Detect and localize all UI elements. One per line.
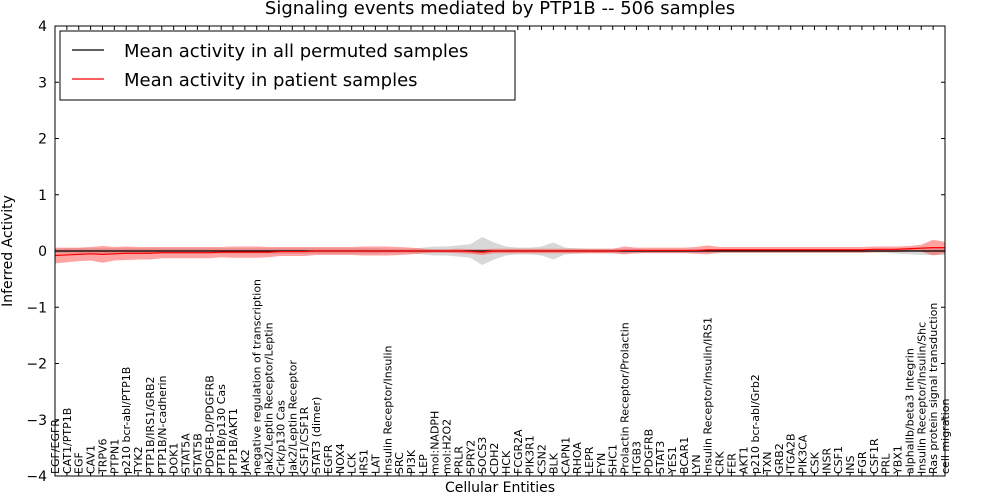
x-tick-label: Insulin Receptor/Insulin/IRS1 [702, 317, 715, 474]
y-axis-label: Inferred Activity [0, 195, 16, 307]
x-tick-label: PTP1B/p130 Cas [215, 384, 228, 474]
x-tick-label: EGFR [322, 444, 335, 474]
y-tick-label: 2 [38, 132, 47, 148]
x-tick-label: PIK3R1 [524, 435, 537, 474]
x-tick-label: CSF1R [868, 438, 881, 474]
x-tick-label: SHC1 [607, 444, 620, 474]
x-tick-label: mol:NADPH [429, 411, 442, 474]
x-tick-label: BCAR1 [678, 437, 691, 474]
x-tick-label: Crk/p130 Cas [274, 400, 287, 474]
x-tick-label: Jak2/Leptin Receptor [286, 360, 299, 475]
x-tick-label: STAT3 [654, 441, 667, 474]
y-tick-label: 4 [38, 19, 47, 35]
y-tick-label: 0 [38, 244, 47, 260]
x-tick-label: FYN [595, 453, 608, 474]
x-tick-label: CDH2 [488, 443, 501, 474]
legend: Mean activity in all permuted samples Me… [59, 30, 516, 101]
y-tick-label: 3 [38, 75, 47, 91]
x-tick-label: SOCS3 [476, 437, 489, 474]
x-tick-label: FCGR2A [512, 429, 525, 474]
x-axis-label: Cellular Entities [445, 480, 555, 496]
x-tick-label: Insulin Receptor/Insulin [381, 345, 394, 474]
x-tick-label: CSF1 [832, 446, 845, 474]
x-tick-label: GRB2 [773, 443, 786, 474]
x-tick-label: cell migration [939, 398, 952, 474]
x-tick-label: LYN [690, 454, 703, 474]
x-tick-label: negative regulation of transcription [251, 279, 264, 474]
x-tick-label: EGF [73, 452, 86, 474]
x-tick-label: INS [844, 456, 857, 474]
x-tick-label: PTP1B/N-cadherin [156, 375, 169, 474]
x-tick-label: Ras protein signal transduction [927, 303, 940, 474]
x-tick-label: CSN2 [536, 444, 549, 474]
x-tick-label: TRPV6 [96, 438, 109, 475]
legend-label-patient: Mean activity in patient samples [124, 70, 418, 91]
x-tick-label: CSK [808, 451, 821, 474]
x-tick-label: STAT5B [191, 433, 204, 474]
x-tick-label: p210 bcr-abl/Grb2 [749, 374, 762, 474]
x-tick-label: EGF/EGFR [49, 419, 62, 474]
x-tick-label: NOX4 [334, 443, 347, 474]
x-tick-label: FGR [856, 451, 869, 474]
legend-box [59, 30, 516, 101]
y-tick-label: −3 [26, 413, 47, 429]
x-tick-label: JAK2 [239, 449, 252, 475]
x-tick-label: ITGB3 [630, 441, 643, 474]
x-tick-label: FER [725, 453, 738, 474]
x-tick-label: PRL [880, 453, 893, 474]
x-tick-label: TXN [761, 452, 774, 475]
x-tick-label: PRLR [452, 446, 465, 474]
x-tick-label: LAT [369, 454, 382, 474]
x-tick-label: p210 bcr-abl/PTP1B [120, 367, 133, 474]
x-tick-label: mol:H2O2 [441, 419, 454, 474]
x-tick-label: alphaIIb/beta3 Integrin [903, 348, 916, 474]
legend-label-permuted: Mean activity in all permuted samples [124, 41, 468, 62]
x-tick-label: YES1 [666, 446, 679, 475]
chart-title: Signaling events mediated by PTP1B -- 50… [265, 0, 735, 19]
x-tick-label: PDGFRB [642, 429, 655, 474]
x-axis-category-labels: EGF/EGFRCAT1/PTP1BEGFCAV1TRPV6PTPN1p210 … [49, 279, 952, 475]
x-tick-label: IRS1 [358, 449, 371, 474]
x-tick-label: Insulin Receptor/Insulin/Shc [915, 322, 928, 474]
series-line-patient [54, 247, 945, 257]
x-tick-label: CAV1 [85, 445, 98, 474]
x-tick-label: INSR [820, 448, 833, 474]
x-tick-label: DOK1 [168, 443, 181, 474]
x-tick-label: RHOA [571, 442, 584, 474]
x-tick-label: YBX1 [892, 445, 905, 475]
x-tick-label: PI3K [405, 449, 418, 474]
x-tick-label: PTP1B/IRS1/GRB2 [144, 376, 157, 474]
x-tick-label: STAT5A [180, 433, 193, 474]
x-tick-label: BLK [547, 452, 560, 474]
x-tick-label: CAT1/PTP1B [61, 408, 74, 474]
y-tick-label: −1 [26, 300, 47, 316]
x-tick-label: AKT1 [737, 446, 750, 474]
x-tick-label: CSF1/CSF1R [298, 406, 311, 474]
x-tick-label: PDGFB-D/PDGFRB [203, 375, 216, 474]
y-axis-ticks: −4 −3 −2 −1 0 1 2 3 4 [26, 19, 945, 485]
y-tick-label: −2 [26, 357, 47, 373]
x-axis-ticks [54, 26, 946, 476]
x-tick-label: Prolactin Receptor/Prolactin [619, 322, 632, 474]
y-tick-label: −4 [26, 469, 47, 485]
x-tick-label: PTP1B/AKT1 [227, 408, 240, 474]
x-tick-label: LCK [346, 452, 359, 474]
x-tick-label: LEPR [583, 446, 596, 474]
x-tick-label: LEP [417, 454, 430, 474]
x-tick-label: CAPN1 [559, 437, 572, 474]
x-tick-label: SPRY2 [464, 440, 477, 474]
x-tick-label: PTPN1 [108, 439, 121, 474]
x-tick-label: CRK [714, 451, 727, 474]
y-tick-label: 1 [38, 188, 47, 204]
x-tick-label: SRC [393, 452, 406, 474]
x-tick-label: TYK2 [132, 446, 145, 475]
x-tick-label: HCK [500, 450, 513, 474]
x-tick-label: ITGA2B [785, 433, 798, 474]
series-lines [54, 247, 945, 257]
x-tick-label: Jak2/Leptin Receptor/Leptin [263, 322, 276, 475]
x-tick-label: PIK3CA [797, 434, 810, 474]
x-tick-label: STAT3 (dimer) [310, 397, 323, 474]
